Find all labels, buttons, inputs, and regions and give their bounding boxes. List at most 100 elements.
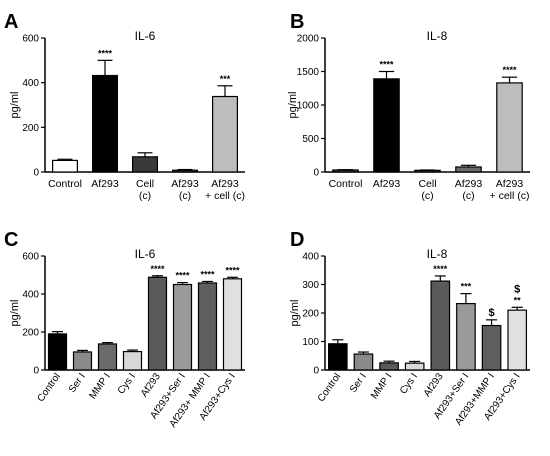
bar	[507, 309, 528, 371]
chart-title: IL-8	[427, 247, 448, 261]
x-tick-label: (c)	[462, 190, 474, 202]
significance-label: ****	[150, 264, 165, 274]
y-tick-label: 2000	[297, 34, 320, 45]
y-axis-label: pg/ml	[9, 300, 21, 327]
significance-label: ****	[502, 65, 517, 75]
x-tick-label: Af293	[139, 371, 163, 399]
x-tick-label: Control	[35, 371, 63, 404]
x-tick-label: MMP I	[87, 371, 112, 401]
significance-label: $	[489, 307, 495, 319]
x-tick-label: Af293	[211, 178, 239, 190]
significance-label: ****	[200, 269, 215, 279]
y-tick-label: 200	[22, 328, 39, 339]
x-tick-label: Ser I	[67, 371, 88, 395]
panel-letter: D	[290, 229, 304, 251]
y-tick-label: 1500	[297, 67, 320, 78]
bar	[373, 78, 400, 173]
bar	[91, 74, 118, 173]
y-tick-label: 100	[302, 337, 319, 348]
bar	[222, 278, 243, 371]
y-tick-label: 0	[313, 366, 319, 377]
significance-label: $	[514, 283, 520, 295]
x-tick-label: Control	[316, 371, 344, 404]
y-tick-label: 500	[302, 134, 319, 145]
x-tick-label: (c)	[421, 190, 433, 202]
bar	[51, 159, 78, 173]
bar	[481, 324, 502, 371]
y-tick-label: 600	[22, 252, 39, 263]
bar	[212, 95, 239, 173]
significance-label: ****	[225, 265, 240, 275]
x-tick-label: Af293	[496, 178, 524, 190]
y-tick-label: 400	[22, 290, 39, 301]
y-tick-label: 300	[302, 280, 319, 291]
y-axis-label: pg/ml	[9, 92, 21, 119]
y-tick-label: 0	[33, 168, 39, 179]
x-tick-label: Cys I	[116, 371, 138, 396]
x-tick-label: (c)	[139, 190, 151, 202]
bar	[455, 166, 482, 173]
bar	[327, 343, 348, 371]
significance-label: ****	[433, 264, 448, 274]
chart-panel-b: B IL-8 pg/ml 0 500 1000 1500 2000 Control **** Af2…	[287, 11, 530, 202]
bar	[414, 169, 441, 173]
x-tick-label: + cell (c)	[490, 190, 530, 202]
chart-title: IL-6	[135, 29, 156, 43]
bar	[496, 82, 523, 173]
x-tick-label: + cell (c)	[205, 190, 245, 202]
x-tick-label: Cell	[136, 178, 154, 190]
bar	[456, 302, 476, 371]
significance-label: ****	[98, 48, 113, 58]
y-tick-label: 0	[313, 168, 319, 179]
bar	[332, 169, 359, 173]
chart-panel-d: D IL-8 pg/ml 0 100 200 300 400 Control Ser I MMP I…	[289, 229, 530, 427]
x-tick-label: Af293	[91, 178, 119, 190]
significance-label: ***	[461, 282, 472, 292]
bar	[430, 280, 451, 371]
chart-panel-a: A IL-6 pg/ml 0 200 400 600 Control **** Af293 Cell…	[4, 11, 245, 202]
x-tick-label: Af293	[455, 178, 483, 190]
y-tick-label: 400	[22, 78, 39, 89]
y-tick-label: 600	[22, 34, 39, 45]
x-tick-label: Ser I	[348, 371, 369, 395]
bar	[122, 350, 143, 371]
significance-label: ****	[175, 271, 190, 281]
bar	[147, 276, 168, 371]
y-axis-label: pg/ml	[287, 92, 299, 119]
y-tick-label: 400	[302, 252, 319, 263]
y-tick-label: 1000	[297, 101, 320, 112]
panel-letter: A	[4, 11, 18, 33]
bar	[132, 156, 159, 173]
bar	[353, 353, 374, 371]
panel-letter: C	[4, 229, 18, 251]
bar	[72, 351, 93, 371]
x-tick-label: Af293	[171, 178, 199, 190]
x-tick-label: Cys I	[398, 371, 420, 396]
y-tick-label: 200	[22, 123, 39, 134]
chart-title: IL-6	[135, 247, 156, 261]
x-tick-label: MMP I	[369, 371, 394, 401]
significance-label: **	[514, 295, 522, 305]
bar	[47, 333, 68, 371]
x-tick-label: Control	[48, 178, 82, 190]
x-tick-label: Cell	[418, 178, 436, 190]
y-tick-label: 200	[302, 309, 319, 320]
x-tick-label: Af293	[373, 178, 401, 190]
bar	[379, 362, 399, 371]
bar	[172, 283, 193, 371]
significance-label: ****	[379, 60, 394, 70]
chart-panel-c: C IL-6 pg/ml 0 200 400 600 Control Ser I MMP I Cys…	[4, 229, 245, 430]
x-tick-label: Af293	[422, 371, 446, 399]
significance-label: ***	[220, 74, 231, 84]
chart-title: IL-8	[427, 29, 448, 43]
bar	[197, 282, 218, 371]
bar	[172, 169, 199, 173]
y-axis-label: pg/ml	[289, 300, 301, 327]
y-tick-label: 0	[33, 366, 39, 377]
x-tick-label: Control	[329, 178, 363, 190]
panel-letter: B	[290, 11, 304, 33]
bar	[404, 362, 425, 371]
x-tick-label: (c)	[179, 190, 191, 202]
bar	[97, 343, 118, 371]
